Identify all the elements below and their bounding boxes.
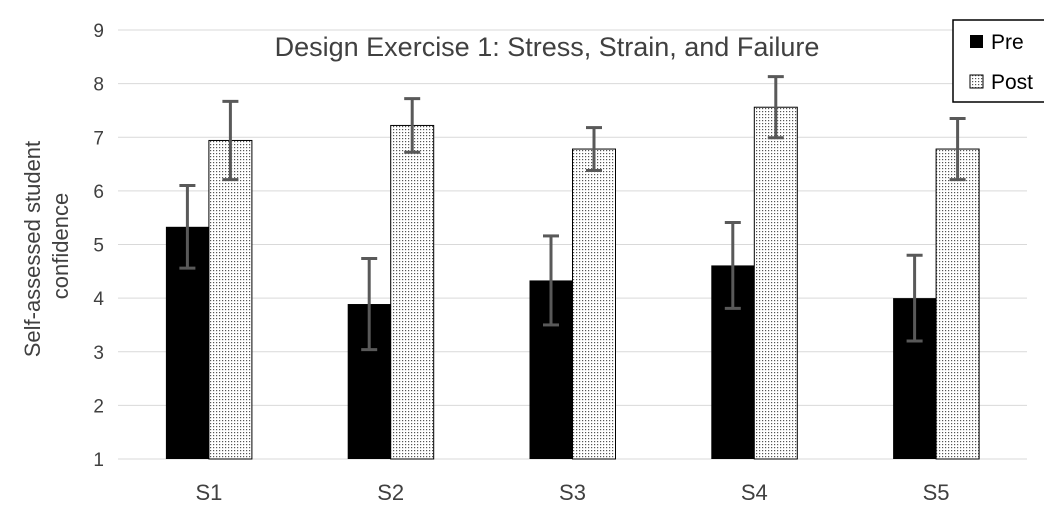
bar-post-s2 — [390, 124, 435, 460]
y-axis-label-line-2: confidence — [48, 193, 73, 299]
error-bar-post-s1 — [222, 99, 239, 182]
chart-title: Design Exercise 1: Stress, Strain, and F… — [275, 32, 820, 62]
error-bar-pre-s3 — [543, 234, 559, 327]
y-axis-label-line-1: Self-assessed student — [20, 141, 45, 357]
y-tick-label: 1 — [93, 450, 104, 471]
error-bar-post-s5 — [949, 116, 966, 182]
y-tick-label: 9 — [93, 21, 104, 42]
error-bar-pre-s1 — [179, 184, 196, 270]
error-bar-post-s4 — [767, 75, 784, 140]
y-tick-label: 7 — [93, 128, 104, 149]
error-bars — [179, 75, 966, 352]
legend-label-pre: Pre — [991, 31, 1024, 54]
x-axis-categories: S1 S2 S3 S4 S5 — [195, 480, 949, 505]
legend: Pre Post — [952, 19, 1044, 103]
bar-post-s4 — [753, 106, 798, 460]
error-bar-pre-s5 — [906, 253, 923, 343]
legend-swatch-pre — [970, 35, 983, 48]
legend-box — [952, 19, 1044, 103]
error-bar-post-s3 — [586, 126, 602, 172]
y-tick-label: 4 — [93, 289, 104, 310]
legend-swatch-post — [969, 74, 984, 89]
x-category-label: S3 — [559, 480, 586, 505]
x-category-label: S4 — [741, 480, 768, 505]
bar-post-s1 — [208, 139, 253, 460]
y-tick-label: 5 — [93, 236, 104, 257]
x-category-label: S2 — [377, 480, 404, 505]
y-tick-label: 2 — [93, 396, 104, 417]
bars — [165, 106, 980, 460]
y-axis-ticks: 1 2 3 4 5 6 7 8 9 — [93, 21, 104, 471]
bar-post-s3 — [572, 148, 616, 460]
y-tick-label: 8 — [93, 75, 104, 96]
error-bar-pre-s2 — [361, 256, 378, 352]
legend-label-post: Post — [991, 71, 1033, 94]
y-tick-label: 3 — [93, 343, 104, 364]
x-category-label: S1 — [195, 480, 222, 505]
bar-post-s5 — [935, 148, 980, 460]
error-bar-post-s2 — [404, 97, 421, 154]
error-bar-pre-s4 — [724, 221, 741, 310]
y-tick-label: 6 — [93, 182, 104, 203]
x-category-label: S5 — [923, 480, 950, 505]
y-axis-label: Self-assessed student confidence — [20, 135, 73, 358]
